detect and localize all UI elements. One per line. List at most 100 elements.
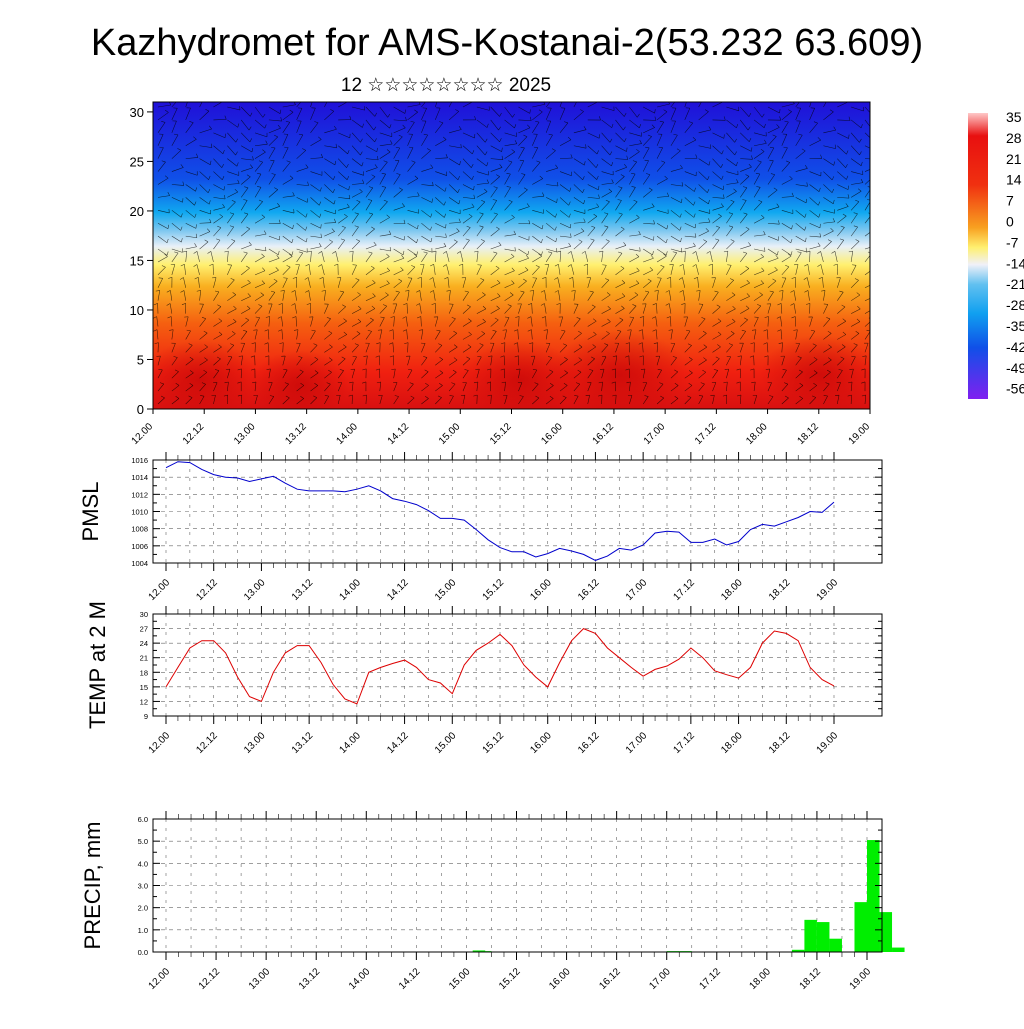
wind-barb-flag	[876, 155, 877, 159]
wind-barb-flag	[870, 266, 873, 268]
y-tick-label: 5	[137, 352, 144, 367]
colorbar-label: 14	[1006, 172, 1022, 188]
wind-barb-flag	[721, 98, 724, 101]
y-tick-label: 20	[130, 204, 144, 219]
wind-barb-flag	[874, 113, 876, 116]
wind-barb-flag	[876, 147, 877, 151]
precip-bar	[829, 939, 842, 952]
x-tick-label: 17.12	[672, 730, 698, 756]
y-axis-title: PRECIP, mm	[80, 822, 105, 950]
colorbar-label: -21	[1006, 276, 1024, 292]
warm-core	[550, 330, 690, 420]
y-tick-label: 12	[140, 697, 148, 706]
x-tick-label: 15.12	[488, 421, 514, 447]
x-tick-label: 16.00	[528, 730, 554, 756]
x-tick-label: 16.12	[597, 966, 623, 992]
x-tick-label: 16.12	[576, 577, 602, 603]
x-tick-label: 19.00	[847, 421, 873, 447]
colorbar-label: -49	[1006, 360, 1024, 376]
wind-barb-flag	[222, 98, 225, 101]
x-tick-label: 12.00	[147, 966, 173, 992]
x-tick-label: 19.00	[815, 730, 841, 756]
colorbar-label: -14	[1006, 255, 1024, 271]
y-tick-label: 4.0	[138, 859, 148, 868]
x-tick-label: 14.12	[385, 730, 411, 756]
wind-barb-flag	[846, 99, 849, 102]
x-tick-label: 12.12	[197, 966, 223, 992]
y-tick-label: 15	[130, 253, 144, 268]
x-tick-label: 12.12	[194, 577, 220, 603]
wind-barb-flag	[800, 95, 804, 96]
y-tick-label: 1016	[131, 456, 148, 465]
x-tick-label: 15.00	[447, 966, 473, 992]
x-tick-label: 18.00	[744, 421, 770, 447]
x-tick-label: 15.12	[481, 730, 507, 756]
wind-barb-flag	[326, 95, 330, 96]
wind-barb-flag	[576, 95, 580, 96]
x-tick-label: 14.12	[397, 966, 423, 992]
precip-bar	[854, 902, 867, 952]
chart-title: Kazhydromet for AMS-Kostanai-2(53.232 63…	[91, 22, 923, 64]
colorbar-label: 0	[1006, 214, 1014, 230]
x-tick-label: 15.12	[481, 577, 507, 603]
x-tick-label: 13.00	[247, 966, 273, 992]
y-tick-label: 1014	[131, 473, 148, 482]
chart-subtitle: 12 ☆☆☆☆☆☆☆☆ 2025	[341, 75, 551, 96]
colorbar-label: -56	[1006, 381, 1024, 397]
x-tick-label: 16.12	[591, 421, 617, 447]
colorbar-label: -7	[1006, 234, 1019, 250]
y-tick-label: 1.0	[138, 926, 148, 935]
wind-barb-flag	[472, 98, 475, 101]
wind-barb-flag	[872, 293, 875, 296]
y-tick-label: 1012	[131, 490, 148, 499]
y-tick-label: 1010	[131, 508, 148, 517]
x-tick-label: 17.12	[672, 577, 698, 603]
x-tick-label: 15.00	[433, 577, 459, 603]
precip-bar	[880, 912, 893, 952]
precip-bar	[867, 840, 880, 952]
precip-bar	[804, 920, 817, 952]
wind-barb-flag	[873, 127, 875, 130]
x-tick-label: 14.00	[347, 966, 373, 992]
x-tick-label: 19.00	[815, 577, 841, 603]
x-tick-label: 14.12	[385, 577, 411, 603]
y-tick-label: 1006	[131, 542, 148, 551]
x-tick-label: 18.12	[767, 577, 793, 603]
x-tick-label: 12.00	[130, 421, 156, 447]
wind-barb-flag	[874, 164, 877, 167]
x-tick-label: 12.12	[181, 421, 207, 447]
y-tick-label: 18	[140, 668, 148, 677]
x-tick-label: 16.00	[528, 577, 554, 603]
x-tick-label: 14.12	[386, 421, 412, 447]
wind-barb-flag	[871, 306, 874, 309]
y-tick-label: 1008	[131, 525, 148, 534]
x-tick-label: 13.12	[290, 577, 316, 603]
x-tick-label: 18.12	[798, 966, 824, 992]
wind-barb-flag	[596, 98, 599, 101]
y-tick-label: 6.0	[138, 815, 148, 824]
x-tick-label: 12.00	[147, 577, 173, 603]
y-axis-title: PMSL	[78, 482, 103, 542]
y-tick-label: 2.0	[138, 904, 148, 913]
x-tick-label: 13.00	[242, 730, 268, 756]
wind-barb-flag	[872, 280, 875, 283]
y-tick-label: 25	[130, 154, 144, 169]
wind-barb-flag	[701, 95, 705, 96]
precip-bar	[817, 922, 830, 952]
x-tick-label: 18.12	[767, 730, 793, 756]
x-tick-label: 17.00	[647, 966, 673, 992]
y-tick-label: 5.0	[138, 837, 148, 846]
wind-barb-flag	[347, 98, 350, 101]
y-tick-label: 0	[137, 402, 144, 417]
y-tick-label: 21	[140, 654, 148, 663]
colorbar-label: -35	[1006, 318, 1024, 334]
y-tick-label: 30	[140, 610, 148, 619]
wind-barb-flag	[301, 96, 305, 97]
x-tick-label: 16.12	[576, 730, 602, 756]
